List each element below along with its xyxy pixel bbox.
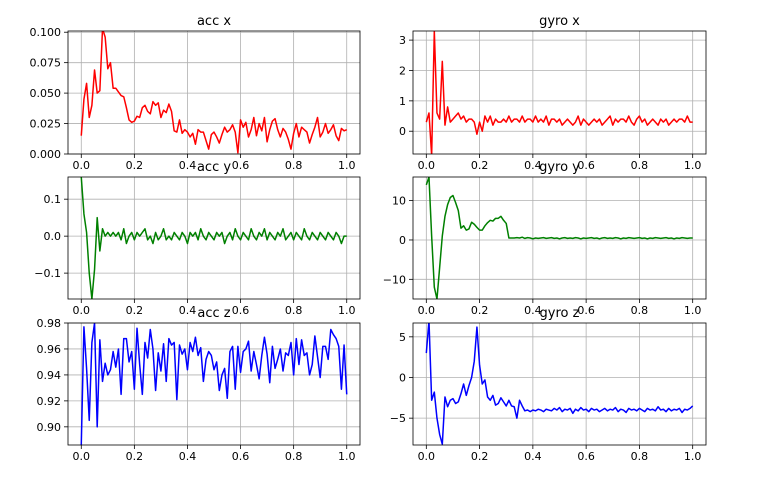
axes-frame — [67, 322, 361, 446]
y-tick-label: 0.000 — [30, 148, 62, 161]
x-tick-label: 0.8 — [285, 450, 303, 463]
y-tick-label: 0.075 — [30, 57, 62, 70]
x-tick-label: 0.0 — [73, 159, 91, 172]
x-tick-label: 0.8 — [285, 159, 303, 172]
subplot-acc-z: 0.0 0.2 0.4 0.6 0.8 1.0 0.90 0.92 0.94 0.96 0.98 ac… — [37, 306, 361, 463]
subplot-title: gyro x — [539, 14, 580, 29]
subplot-gyro-x: 0.0 0.2 0.4 0.6 0.8 1.0 0 1 2 3 gyro x — [399, 14, 707, 172]
y-tick-label: 0 — [399, 371, 406, 384]
y-tick-label: 0.96 — [37, 343, 62, 356]
x-tick-label: 0.6 — [232, 159, 250, 172]
x-tick-label: 0.4 — [179, 304, 197, 317]
x-tick-label: 1.0 — [338, 450, 356, 463]
y-tick-label: 3 — [399, 34, 406, 47]
axes-frame — [67, 176, 361, 300]
x-tick-label: 0.2 — [126, 450, 144, 463]
axes-frame — [412, 176, 707, 300]
x-tick-label: 0.8 — [631, 450, 649, 463]
series-line — [425, 323, 694, 445]
y-tick-label: 0.100 — [30, 26, 62, 39]
x-tick-label: 0.2 — [126, 159, 144, 172]
x-tick-label: 1.0 — [338, 159, 356, 172]
y-tick-label: 0.90 — [37, 421, 62, 434]
y-tick-label: 0.94 — [37, 369, 62, 382]
x-tick-label: 0.6 — [577, 450, 595, 463]
x-tick-label: 1.0 — [684, 159, 702, 172]
axes-frame — [67, 30, 361, 155]
x-tick-label: 0.8 — [631, 159, 649, 172]
y-tick-label: 0.0 — [44, 230, 62, 243]
subplot-title: acc y — [197, 160, 231, 175]
series-line — [80, 323, 348, 445]
subplot-title: acc z — [197, 306, 230, 321]
x-tick-label: 0.0 — [73, 450, 91, 463]
y-tick-label: 0.92 — [37, 395, 62, 408]
subplot-gyro-y: 0.0 0.2 0.4 0.6 0.8 1.0 −10 0 10 gyro y — [383, 160, 707, 317]
x-tick-label: 0.6 — [577, 304, 595, 317]
x-tick-label: 0.2 — [471, 450, 489, 463]
x-tick-label: 0.0 — [73, 304, 91, 317]
x-tick-label: 0.4 — [179, 159, 197, 172]
y-tick-label: 0.050 — [30, 87, 62, 100]
x-tick-label: 0.6 — [232, 450, 250, 463]
subplot-title: gyro y — [539, 160, 580, 175]
axes-frame — [412, 322, 707, 446]
series-line — [425, 177, 693, 299]
y-tick-label: 5 — [399, 331, 406, 344]
subplot-title: gyro z — [540, 306, 580, 321]
series-line — [425, 31, 693, 154]
axes-frame — [412, 30, 707, 155]
x-tick-label: 0.8 — [285, 304, 303, 317]
x-tick-label: 1.0 — [338, 304, 356, 317]
x-tick-label: 0.2 — [471, 159, 489, 172]
subplot-title: acc x — [197, 14, 231, 29]
subplot-acc-y: 0.0 0.2 0.4 0.6 0.8 1.0 −0.1 0.0 0.1 acc y — [34, 160, 361, 317]
series-line — [80, 177, 347, 299]
x-tick-label: 0.4 — [524, 450, 542, 463]
y-tick-label: −5 — [390, 412, 406, 425]
x-tick-label: 0.0 — [418, 304, 436, 317]
x-tick-label: 0.4 — [524, 304, 542, 317]
series-line — [80, 31, 348, 154]
y-tick-label: −0.1 — [34, 267, 61, 280]
y-tick-label: 1 — [399, 95, 406, 108]
subplot-gyro-z: 0.0 0.2 0.4 0.6 0.8 1.0 −5 0 5 gyro z — [390, 306, 707, 463]
y-tick-label: 2 — [399, 64, 406, 77]
y-tick-label: 10 — [392, 195, 406, 208]
y-tick-label: 0.98 — [37, 317, 62, 330]
x-tick-label: 0.4 — [524, 159, 542, 172]
subplot-acc-x: 0.0 0.2 0.4 0.6 0.8 1.0 0.000 0.025 0.050 0.075 0.… — [30, 14, 361, 172]
y-tick-label: 0.025 — [30, 118, 62, 131]
x-tick-label: 0.8 — [631, 304, 649, 317]
x-tick-label: 0.0 — [418, 450, 436, 463]
x-tick-label: 0.2 — [126, 304, 144, 317]
x-tick-label: 0.6 — [577, 159, 595, 172]
x-tick-label: 0.4 — [179, 450, 197, 463]
x-tick-label: 0.0 — [418, 159, 436, 172]
x-tick-label: 1.0 — [684, 450, 702, 463]
x-tick-label: 1.0 — [684, 304, 702, 317]
y-tick-label: −10 — [383, 273, 406, 286]
x-tick-label: 0.2 — [471, 304, 489, 317]
x-tick-label: 0.6 — [232, 304, 250, 317]
y-tick-label: 0.1 — [44, 193, 62, 206]
y-tick-label: 0 — [399, 125, 406, 138]
y-tick-label: 0 — [399, 234, 406, 247]
